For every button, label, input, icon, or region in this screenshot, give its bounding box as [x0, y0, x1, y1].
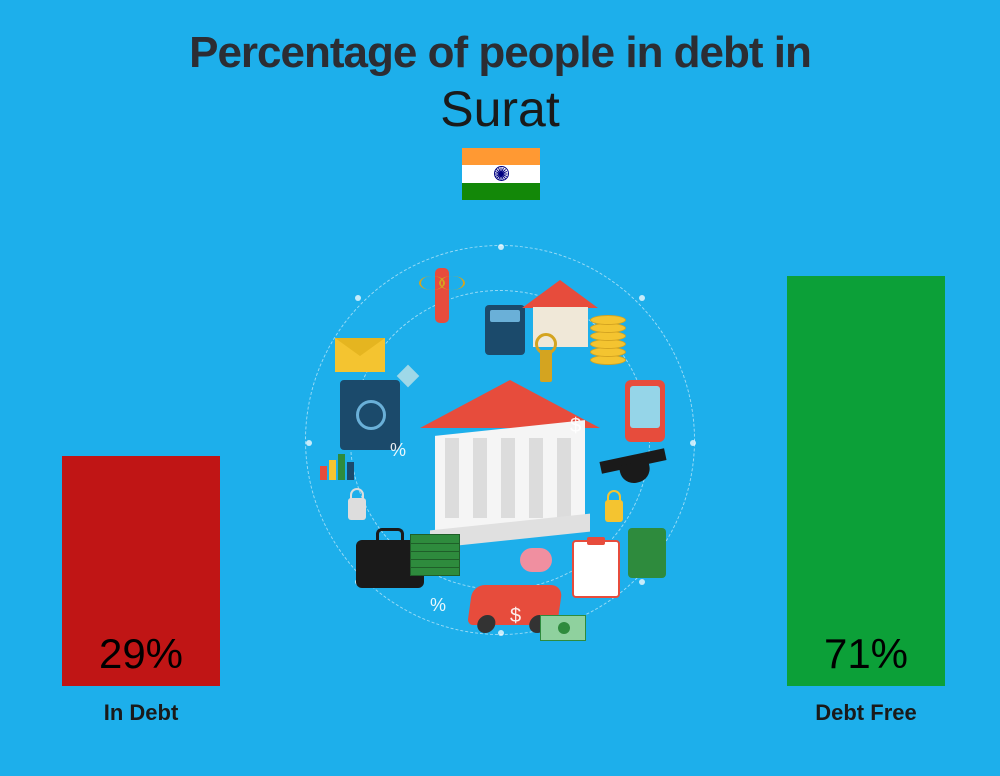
- banknote-icon: [540, 615, 586, 641]
- lock-closed-icon: [605, 500, 623, 522]
- calculator-green-icon: [628, 528, 666, 578]
- in-debt-label: In Debt: [62, 700, 220, 726]
- bank-icon: [435, 390, 585, 530]
- in-debt-bar: 29%: [62, 456, 220, 686]
- percent-symbol-icon: %: [390, 440, 406, 461]
- dollar-symbol-icon: $: [570, 415, 581, 438]
- key-icon: [540, 350, 552, 382]
- page-title: Percentage of people in debt in: [0, 28, 1000, 78]
- debt-free-bar: 71%: [787, 276, 945, 686]
- cash-stack-icon: [410, 530, 470, 580]
- debt-free-value: 71%: [824, 630, 908, 678]
- coins-icon: [590, 315, 630, 370]
- city-name: Surat: [0, 80, 1000, 138]
- debt-free-label: Debt Free: [787, 700, 945, 726]
- caduceus-icon: [435, 268, 449, 323]
- in-debt-value: 29%: [99, 630, 183, 678]
- finance-illustration: % % $ $: [300, 240, 700, 640]
- chart-icon: [320, 450, 356, 480]
- clipboard-icon: [572, 540, 620, 598]
- percent-symbol-icon: %: [430, 595, 446, 616]
- dollar-symbol-icon: $: [510, 605, 521, 628]
- piggy-bank-icon: [520, 548, 552, 572]
- india-flag-icon: [462, 148, 540, 200]
- calculator-icon: [485, 305, 525, 355]
- envelope-icon: [335, 338, 385, 372]
- phone-icon: [625, 380, 665, 442]
- house-icon: [525, 285, 595, 345]
- lock-open-icon: [348, 498, 366, 520]
